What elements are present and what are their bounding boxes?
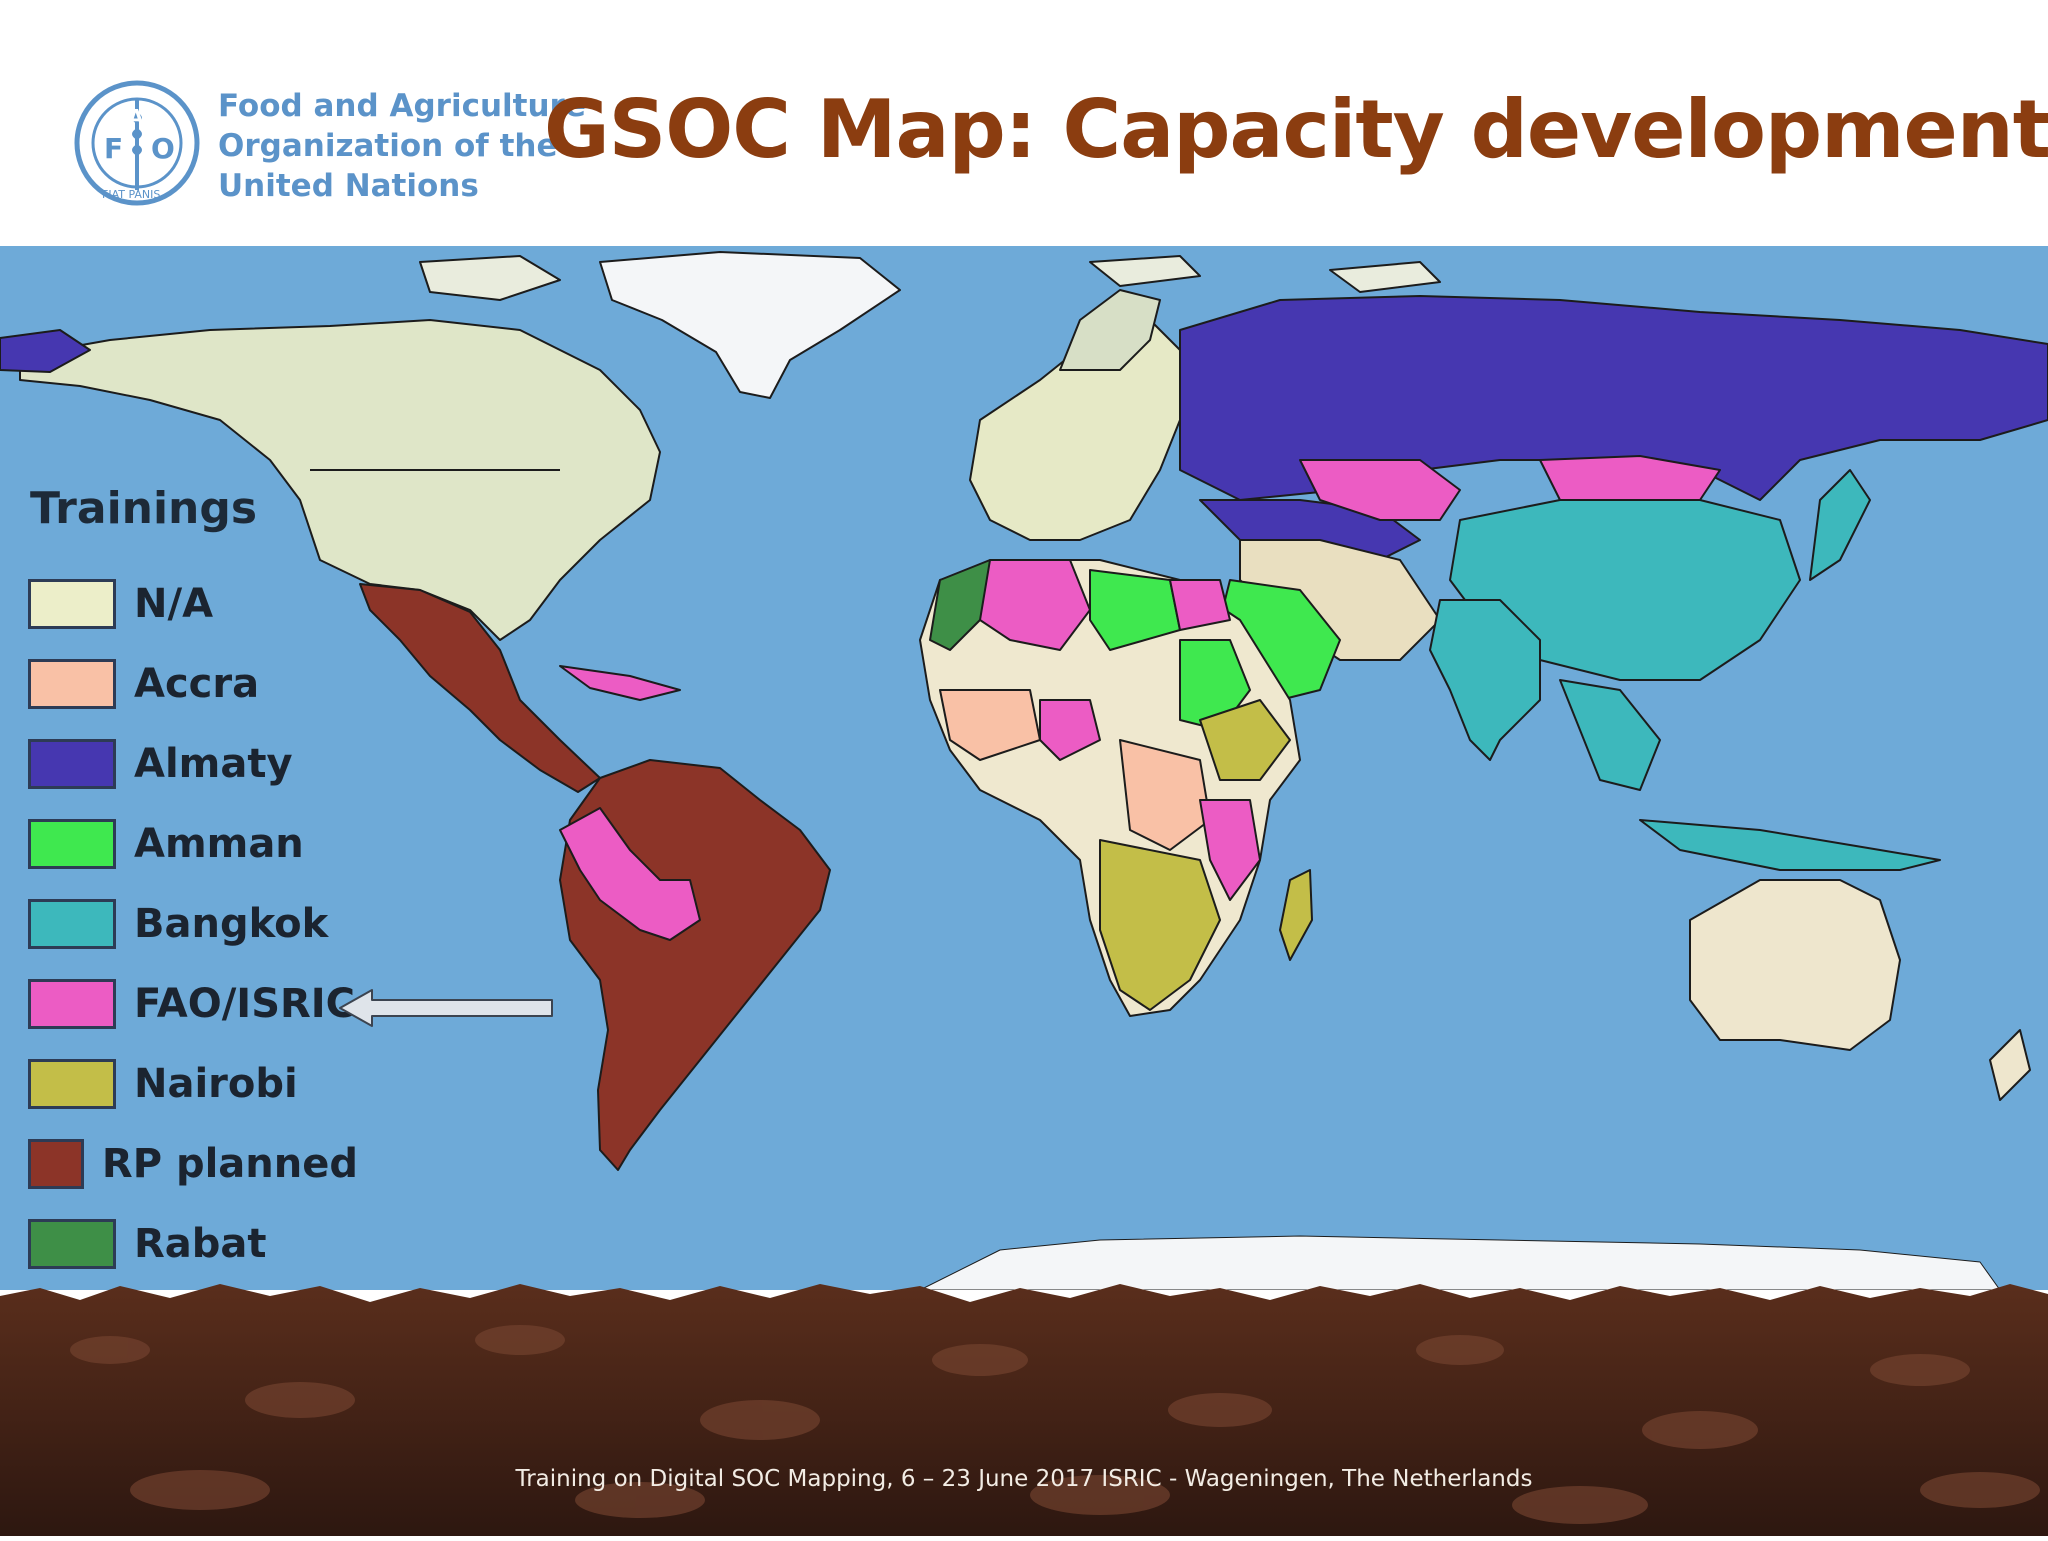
legend-item: N/A [28,564,358,644]
greenland [599,251,901,399]
legend-swatch [28,1139,84,1189]
legend-title: Trainings [30,483,258,534]
legend-label: RP planned [101,1141,358,1187]
india [1429,599,1541,761]
footer-caption: Training on Digital SOC Mapping, 6 – 23 … [515,1466,1533,1492]
legend-item: RP planned [28,1124,358,1204]
kazakhstan [1299,459,1461,521]
fao-emblem-icon: F A O FIAT PANIS [74,80,200,206]
east-africa [1199,699,1291,781]
chukotka-west [0,329,91,373]
legend-item: Bangkok [28,884,358,964]
legend-swatch [28,1059,116,1109]
algeria [979,559,1091,651]
central-africa [1119,739,1211,851]
legend-label: FAO/ISRIC [134,981,356,1027]
slide-title: GSOC Map: Capacity development [544,83,2048,176]
legend-item: Amman [28,804,358,884]
legend-swatch [28,819,116,869]
fao-organization-name: Food and Agriculture Organization of the… [218,86,586,206]
legend-swatch [28,899,116,949]
org-line: Organization of the [218,128,558,164]
peru-bolivia [559,807,701,941]
emblem-letter-f: F [104,132,123,165]
soil-border [0,1280,2048,1536]
mexico-central-america [359,583,601,793]
southeast-asia [1559,679,1661,791]
emblem-letter-a: A [128,105,144,129]
antarctica [919,1235,2001,1290]
legend-item: Accra [28,644,358,724]
legend-item: Almaty [28,724,358,804]
scandinavia [1059,289,1161,371]
org-line: United Nations [218,168,479,204]
legend-item: Rabat [28,1204,358,1284]
legend-label: Nairobi [134,1061,298,1107]
legend-item: FAO/ISRIC [28,964,358,1044]
emblem-letter-o: O [151,132,175,165]
org-line: Food and Agriculture [218,88,586,124]
legend-label: Amman [134,821,304,867]
legend-swatch [28,659,116,709]
legend-swatch [28,979,116,1029]
arrow-left-icon [339,989,553,1027]
north-america [19,319,661,641]
legend-label: Bangkok [134,901,329,947]
indonesia [1639,819,1941,871]
legend-label: Rabat [134,1221,267,1267]
legend-item: Nairobi [28,1044,358,1124]
new-zealand [1989,1029,2031,1101]
libya [1089,569,1181,651]
legend-label: Almaty [134,741,293,787]
slide-header: F A O FIAT PANIS Food and Agriculture Or… [0,0,2048,246]
japan [1809,469,1871,581]
southern-africa [1099,839,1221,1011]
caribbean [559,665,681,701]
map-legend: Trainings N/A Accra Almaty Amman Bangkok FAO/… [28,482,358,1284]
legend-label: N/A [134,581,214,627]
legend-swatch [28,739,116,789]
madagascar [1279,869,1313,961]
nigeria [1039,699,1101,761]
australia [1689,879,1901,1051]
emblem-ring-text: FIAT PANIS [102,188,160,201]
world-map [0,246,2048,1290]
legend-swatch [28,1219,116,1269]
west-africa [939,689,1041,761]
tanzania-mozambique [1199,799,1261,901]
egypt [1169,579,1231,631]
legend-label: Accra [134,661,260,707]
legend-swatch [28,579,116,629]
arctic-islands [419,255,1441,301]
